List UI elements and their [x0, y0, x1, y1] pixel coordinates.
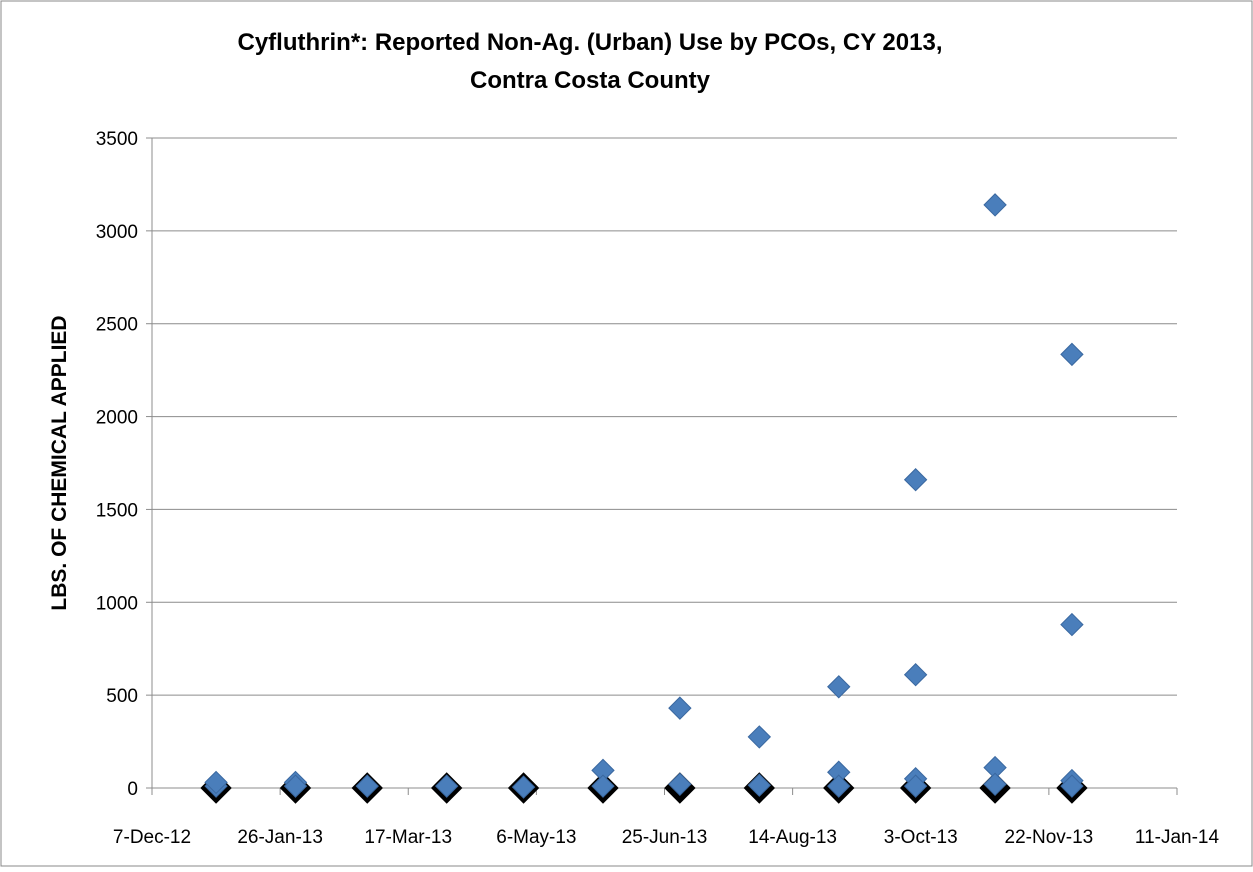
y-tick-label: 0	[127, 779, 138, 800]
marker	[903, 774, 928, 798]
x-tick-label: 14-Aug-13	[748, 827, 837, 848]
marker	[903, 663, 928, 687]
marker	[827, 774, 851, 798]
x-tick-label: 22-Nov-13	[1005, 827, 1094, 848]
x-tick-label: 11-Jan-14	[1135, 827, 1220, 848]
marker	[903, 468, 928, 492]
marker	[827, 675, 851, 699]
chart-title: Contra Costa County	[470, 67, 711, 94]
marker	[747, 725, 772, 749]
marker	[668, 696, 692, 720]
marker	[983, 772, 1007, 796]
marker	[355, 774, 379, 798]
y-tick-label: 1500	[96, 500, 138, 521]
y-tick-label: 2500	[96, 315, 138, 336]
marker	[511, 775, 536, 799]
y-tick-label: 3000	[96, 222, 138, 243]
y-tick-label: 1000	[96, 593, 138, 614]
x-tick-label: 26-Jan-13	[237, 827, 323, 848]
y-tick-label: 500	[106, 686, 138, 707]
y-tick-label: 2000	[96, 408, 138, 429]
marker	[1060, 774, 1084, 798]
x-tick-label: 7-Dec-12	[113, 827, 191, 848]
marker	[983, 193, 1007, 217]
marker	[204, 770, 228, 795]
marker	[283, 774, 308, 798]
x-tick-label: 25-Jun-13	[622, 827, 708, 848]
marker	[434, 774, 459, 798]
x-tick-label: 17-Mar-13	[364, 827, 452, 848]
marker	[747, 773, 772, 797]
marker	[591, 774, 615, 798]
y-axis-label: LBS. OF CHEMICAL APPLIED	[48, 315, 71, 610]
y-tick-label: 3500	[96, 129, 138, 150]
x-tick-label: 6-May-13	[496, 827, 576, 848]
marker	[668, 772, 692, 796]
marker	[1060, 612, 1084, 637]
chart-title: Cyfluthrin*: Reported Non-Ag. (Urban) Us…	[238, 29, 943, 56]
marker	[1060, 342, 1084, 367]
x-tick-label: 3-Oct-13	[884, 827, 958, 848]
